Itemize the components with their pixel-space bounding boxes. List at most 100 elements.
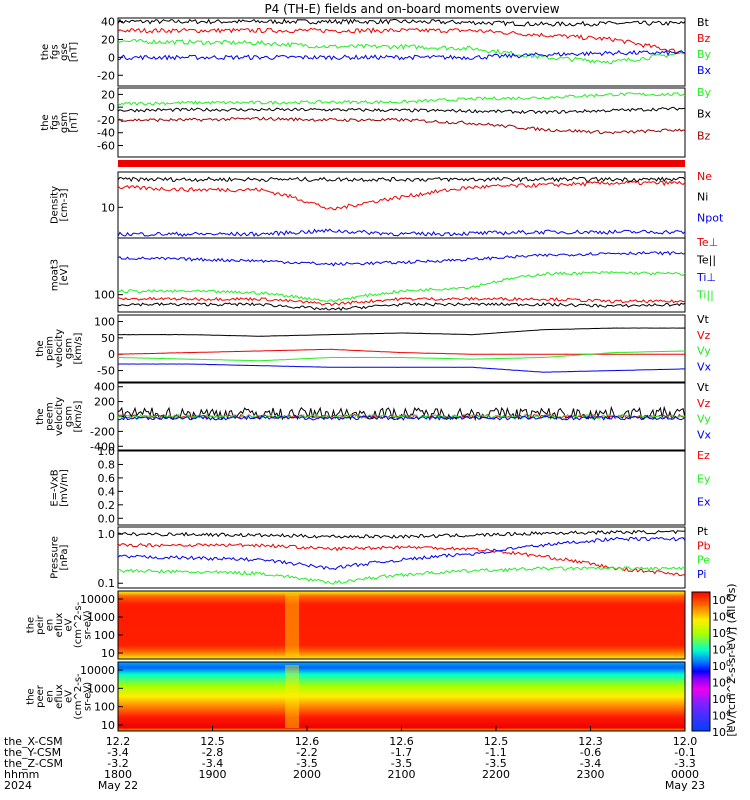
legend-Pi: Pi [697, 568, 706, 581]
panel-temperature: moat3[eV] 100 Te⊥ Te|| Ti⊥ Ti|| [49, 236, 718, 313]
ytick-label: 200 [94, 396, 115, 409]
flag-bar [118, 160, 685, 167]
legend-Vx: Vx [697, 428, 712, 441]
legend-Bx: Bx [697, 64, 712, 77]
legend-Vy: Vy [697, 413, 711, 426]
ylabel-line: velocity [54, 397, 65, 436]
spectrogram-feature [285, 594, 299, 656]
panel-peer_spec: thepeerenefluxeV(cm^2-s-sr-eV)1000010001… [26, 661, 686, 732]
xtick-label: 12.6 [389, 735, 414, 748]
ylabel-line: fgs [49, 44, 60, 59]
ytick-label: 1.0 [98, 445, 116, 458]
ylabel-line: peir [35, 614, 46, 634]
xaxis-row-label: the_Y-CSM [4, 746, 61, 759]
xtick-label: -3.4 [202, 757, 223, 770]
ytick-label: 0.4 [98, 485, 116, 498]
ytick-label: 20 [101, 88, 115, 101]
colorbar-tick: 104 [712, 709, 731, 723]
ytick-label: 400 [94, 381, 115, 394]
ylabel-line: the [26, 617, 37, 633]
panel-frame [117, 590, 686, 660]
series-line-By [117, 38, 686, 65]
series-line-Pe [117, 566, 686, 585]
ytick-label: 0 [108, 101, 115, 114]
legend-Vt: Vt [697, 313, 710, 326]
ylabel-line: peer [35, 684, 46, 708]
ylabel-line: [nT] [68, 42, 79, 62]
ytick-label: -20 [97, 69, 115, 82]
legend-Vt: Vt [697, 381, 710, 394]
figure-title: P4 (TH-E) fields and on-board moments ov… [264, 2, 559, 16]
xtick-label: 12.5 [200, 735, 225, 748]
ylabel-line: gse [59, 43, 70, 61]
series-line-Vt [117, 405, 686, 422]
ylabel-line: the [26, 688, 37, 704]
colorbar-tick: 108 [712, 676, 731, 690]
legend-Pt: Pt [697, 525, 709, 538]
series-line-Ti|| [117, 270, 686, 303]
panel-ylabel: moat3[eV] [49, 259, 70, 291]
ytick-label: -60 [97, 140, 115, 153]
legend-Te||: Te|| [696, 254, 716, 267]
series-line-Vt [118, 327, 686, 337]
legend-Ey: Ey [697, 472, 711, 485]
colorbar-tick: 104 [712, 626, 731, 640]
series-line-Vy [118, 350, 685, 362]
xtick-label: -3.4 [580, 757, 601, 770]
series-line-Pt [117, 529, 686, 539]
ytick-label: 0.6 [98, 472, 116, 485]
xtick-label: -3.5 [391, 757, 412, 770]
ytick-label: 0.8 [98, 458, 116, 471]
spectrogram-body [118, 591, 685, 659]
panel-ylabel: E=-VxB[mV/m] [49, 469, 70, 507]
colorbar-scale [691, 591, 711, 732]
ylabel-line: (cm^2-s- [73, 601, 84, 648]
legend-Ne: Ne [697, 170, 712, 183]
ylabel-line: [km/s] [73, 332, 84, 364]
ylabel-line: Pressure [49, 536, 60, 579]
colorbar-tick: 102 [712, 725, 731, 739]
panel-frame [117, 17, 686, 87]
ylabel-line: E=-VxB [49, 469, 60, 506]
legend-Bz: Bz [697, 32, 711, 45]
panel-frame [117, 171, 686, 239]
series-line-By [117, 92, 686, 106]
ytick-label: 10 [101, 647, 115, 660]
xtick-label: -3.4 [107, 746, 128, 759]
ylabel-line: the [35, 340, 46, 356]
series-line-Npot [117, 228, 686, 237]
panel-frame [117, 450, 686, 526]
series-line-Bt [117, 18, 686, 27]
colorbar-tick: 108 [712, 593, 731, 607]
ylabel-line: eflux [54, 613, 65, 638]
legend-By: By [697, 48, 712, 61]
ytick-label: 0.0 [98, 512, 116, 525]
legend-Ti⊥: Ti⊥ [696, 271, 716, 284]
panel-frame [117, 87, 686, 158]
panel-ylabel: Pressure[nPa] [49, 536, 70, 579]
ytick-label: 40 [101, 16, 115, 29]
legend-Vx: Vx [697, 360, 712, 373]
ylabel-line: sr-eV) [83, 610, 94, 639]
xtick-label: 2000 [293, 768, 321, 781]
ylabel-line: eV [64, 618, 75, 631]
ytick-label: 100 [94, 701, 115, 714]
ylabel-line: moat3 [49, 259, 60, 291]
panels: thefgsgse[nT]40200-20BtBzByBxthefgsgsm[n… [26, 16, 724, 732]
xtick-label: 12.5 [484, 735, 509, 748]
colorbar-label: [eV/(cm^2-s-sr-eV)] (All Qs) [725, 583, 738, 736]
xtick-label: 2100 [388, 768, 416, 781]
legend-Pb: Pb [697, 539, 711, 552]
xtick-label: 12.2 [106, 735, 131, 748]
ytick-label: 10 [101, 201, 115, 214]
ylabel-line: en [45, 690, 56, 703]
ylabel-line: gsm [59, 112, 70, 133]
ytick-label: -200 [90, 425, 115, 438]
ylabel-line: the [40, 114, 51, 130]
